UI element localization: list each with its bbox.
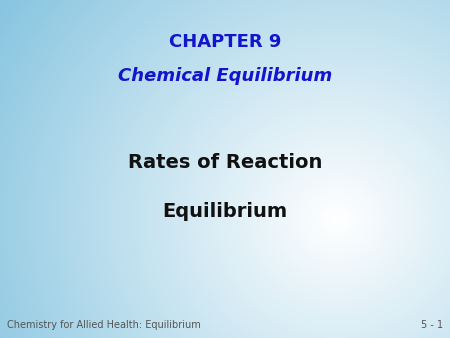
Text: Rates of Reaction: Rates of Reaction [128, 153, 322, 172]
Text: Chemistry for Allied Health: Equilibrium: Chemistry for Allied Health: Equilibrium [7, 319, 201, 330]
Text: Equilibrium: Equilibrium [162, 202, 288, 221]
Text: CHAPTER 9: CHAPTER 9 [169, 33, 281, 51]
Text: 5 - 1: 5 - 1 [421, 319, 443, 330]
Text: Chemical Equilibrium: Chemical Equilibrium [118, 67, 332, 85]
